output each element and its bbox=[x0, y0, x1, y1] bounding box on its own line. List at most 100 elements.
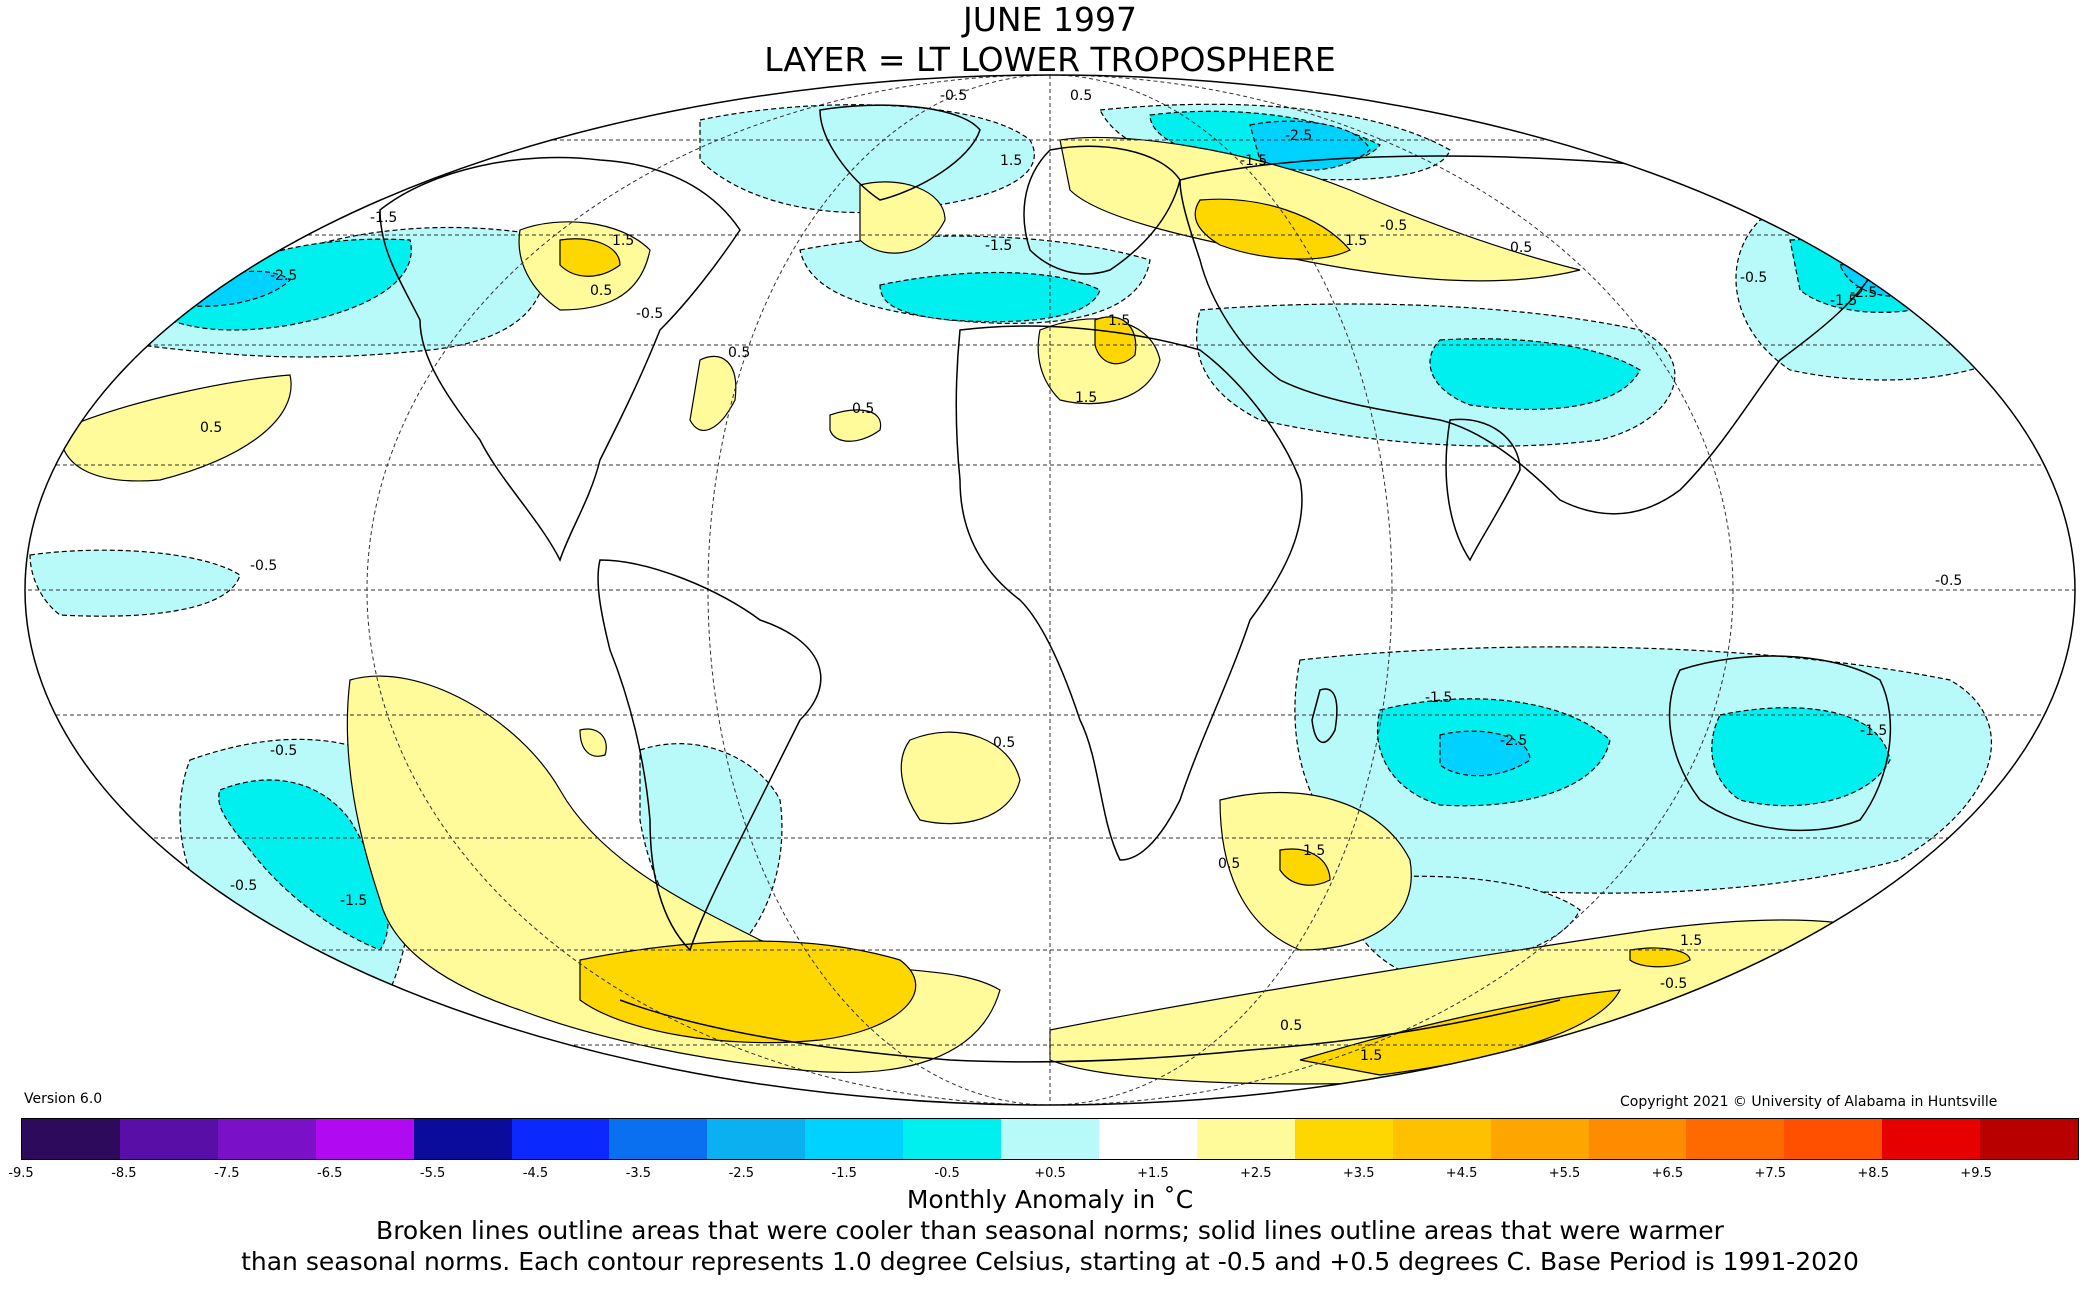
colorbar-tick-label: +2.5 bbox=[1240, 1166, 1272, 1181]
contour-label: 0.5 bbox=[200, 420, 222, 436]
colorbar-swatch bbox=[217, 1119, 316, 1159]
contour-label: 1.5 bbox=[1075, 390, 1097, 406]
colorbar-swatch bbox=[511, 1119, 610, 1159]
contour-label: -2.5 bbox=[1500, 733, 1527, 749]
footnote-line-1: Broken lines outline areas that were coo… bbox=[376, 1216, 1724, 1245]
colorbar-tick-label: +3.5 bbox=[1342, 1166, 1375, 1181]
copyright-label: Copyright 2021 © University of Alabama i… bbox=[1620, 1094, 1998, 1110]
footnote-line-2: than seasonal norms. Each contour repres… bbox=[241, 1247, 1859, 1276]
antarctica-outline bbox=[619, 999, 1561, 1063]
colorbar-swatch bbox=[707, 1119, 806, 1159]
contour-label: -2.5 bbox=[270, 268, 297, 284]
colorbar-tick-label: -6.5 bbox=[317, 1166, 343, 1181]
contour-label: 1.5 bbox=[1108, 313, 1130, 329]
anomaly-map: -0.5 0.5 -1.5 1.5 -2.5 0.5 -0.5 -1.5 1.5… bbox=[24, 74, 2076, 1106]
contour-label: 0.5 bbox=[1070, 88, 1092, 104]
colorbar-swatch bbox=[1392, 1119, 1491, 1159]
version-label: Version 6.0 bbox=[24, 1091, 103, 1107]
colorbar-swatch bbox=[1490, 1119, 1589, 1159]
warm-anomaly-regions-strong bbox=[559, 198, 1691, 1076]
map-subtitle: LAYER = LT LOWER TROPOSPHERE bbox=[764, 40, 1336, 79]
india-outline bbox=[1445, 418, 1521, 562]
contour-label: 0.5 bbox=[728, 345, 750, 361]
contour-label: -0.5 bbox=[1935, 573, 1962, 589]
contour-label: -1.5 bbox=[1240, 153, 1267, 169]
contour-label: -1.5 bbox=[1860, 723, 1887, 739]
colorbar-swatch bbox=[315, 1119, 414, 1159]
colorbar-tick-label: -5.5 bbox=[419, 1166, 446, 1181]
colorbar-swatch bbox=[1686, 1119, 1785, 1159]
colorbar-tick-label: -2.5 bbox=[728, 1166, 754, 1181]
contour-label: -1.5 bbox=[1830, 293, 1857, 309]
contour-label: -2.5 bbox=[1285, 128, 1312, 144]
colorbar-swatch bbox=[1882, 1119, 1981, 1159]
contour-label: 0.5 bbox=[1510, 240, 1532, 256]
colorbar-swatch bbox=[1294, 1119, 1393, 1159]
colorbar-tick-label: +1.5 bbox=[1137, 1166, 1169, 1181]
contour-label: 1.5 bbox=[1360, 1048, 1382, 1064]
contour-label: -2.5 bbox=[1850, 285, 1877, 301]
contour-label: 0.5 bbox=[852, 401, 874, 417]
colorbar-tick-label: -7.5 bbox=[214, 1166, 240, 1181]
colorbar-swatch bbox=[609, 1119, 708, 1159]
contour-label: 1.5 bbox=[1000, 153, 1022, 169]
contour-label: 1.5 bbox=[1680, 933, 1702, 949]
map-title: JUNE 1997 bbox=[963, 0, 1137, 39]
contour-label: 0.5 bbox=[993, 735, 1015, 751]
colorbar-swatch bbox=[119, 1119, 218, 1159]
contour-label: 0.5 bbox=[1280, 1018, 1302, 1034]
contour-label: 0.5 bbox=[1218, 856, 1240, 872]
madagascar-outline bbox=[1311, 688, 1338, 743]
europe-outline bbox=[1023, 145, 1181, 275]
colorbar-unit-label: Monthly Anomaly in ˚C bbox=[906, 1185, 1194, 1214]
colorbar-swatch bbox=[1098, 1119, 1197, 1159]
contour-label: -0.5 bbox=[1660, 976, 1687, 992]
color-scale-bar bbox=[21, 1118, 2079, 1160]
colorbar-swatch bbox=[22, 1119, 120, 1159]
contour-label: 1.5 bbox=[1345, 233, 1367, 249]
contour-label: -0.5 bbox=[250, 558, 277, 574]
colorbar-swatch bbox=[903, 1119, 1002, 1159]
colorbar-tick-label: -4.5 bbox=[522, 1166, 549, 1181]
contour-labels: -0.5 0.5 -1.5 1.5 -2.5 0.5 -0.5 -1.5 1.5… bbox=[200, 88, 1962, 1064]
colorbar-swatch bbox=[1001, 1119, 1099, 1159]
contour-label: -0.5 bbox=[940, 88, 967, 104]
contour-label: 1.5 bbox=[1303, 843, 1325, 859]
greenland-outline bbox=[819, 104, 981, 201]
colorbar-tick-label: +4.5 bbox=[1445, 1166, 1478, 1181]
color-scale-ticks: -9.5 -8.5 -7.5 -6.5 -5.5 -4.5 -3.5 -2.5 -1.5 -0.5… bbox=[8, 1166, 2079, 1186]
colorbar-swatch bbox=[1784, 1119, 1883, 1159]
contour-label: 1.5 bbox=[612, 233, 634, 249]
colorbar-tick-label: -0.5 bbox=[934, 1166, 960, 1181]
africa-outline bbox=[955, 325, 1303, 861]
colorbar-tick-label: -8.5 bbox=[111, 1166, 137, 1181]
contour-label: -0.5 bbox=[1380, 218, 1407, 234]
colorbar-tick-label: -3.5 bbox=[625, 1166, 652, 1181]
colorbar-tick-label: +9.5 bbox=[1960, 1166, 1992, 1181]
australia-outline bbox=[1668, 655, 1892, 832]
colorbar-tick-label: -1.5 bbox=[831, 1166, 857, 1181]
colorbar-swatch bbox=[1980, 1119, 2079, 1159]
contour-label: -0.5 bbox=[1740, 270, 1767, 286]
globe-outline bbox=[24, 74, 2076, 1106]
contour-label: -1.5 bbox=[340, 893, 367, 909]
colorbar-tick-label: +8.5 bbox=[1857, 1166, 1889, 1181]
colorbar-swatch bbox=[1588, 1119, 1687, 1159]
contour-label: -0.5 bbox=[230, 878, 257, 894]
north-america-outline bbox=[379, 156, 741, 562]
south-america-outline bbox=[597, 559, 822, 952]
contour-label: -1.5 bbox=[370, 210, 397, 226]
contour-label: 0.5 bbox=[590, 283, 612, 299]
colorbar-swatch bbox=[805, 1119, 904, 1159]
contour-label: -0.5 bbox=[636, 306, 663, 322]
contour-label: -1.5 bbox=[1425, 690, 1452, 706]
colorbar-tick-label: +0.5 bbox=[1034, 1166, 1066, 1181]
colorbar-swatch bbox=[413, 1119, 512, 1159]
contour-label: -0.5 bbox=[270, 743, 297, 759]
colorbar-tick-label: -9.5 bbox=[8, 1166, 34, 1181]
colorbar-swatch bbox=[1196, 1119, 1295, 1159]
colorbar-tick-label: +6.5 bbox=[1651, 1166, 1684, 1181]
colorbar-tick-label: +5.5 bbox=[1548, 1166, 1581, 1181]
contour-label: -1.5 bbox=[985, 238, 1012, 254]
graticule bbox=[25, 75, 2075, 1105]
